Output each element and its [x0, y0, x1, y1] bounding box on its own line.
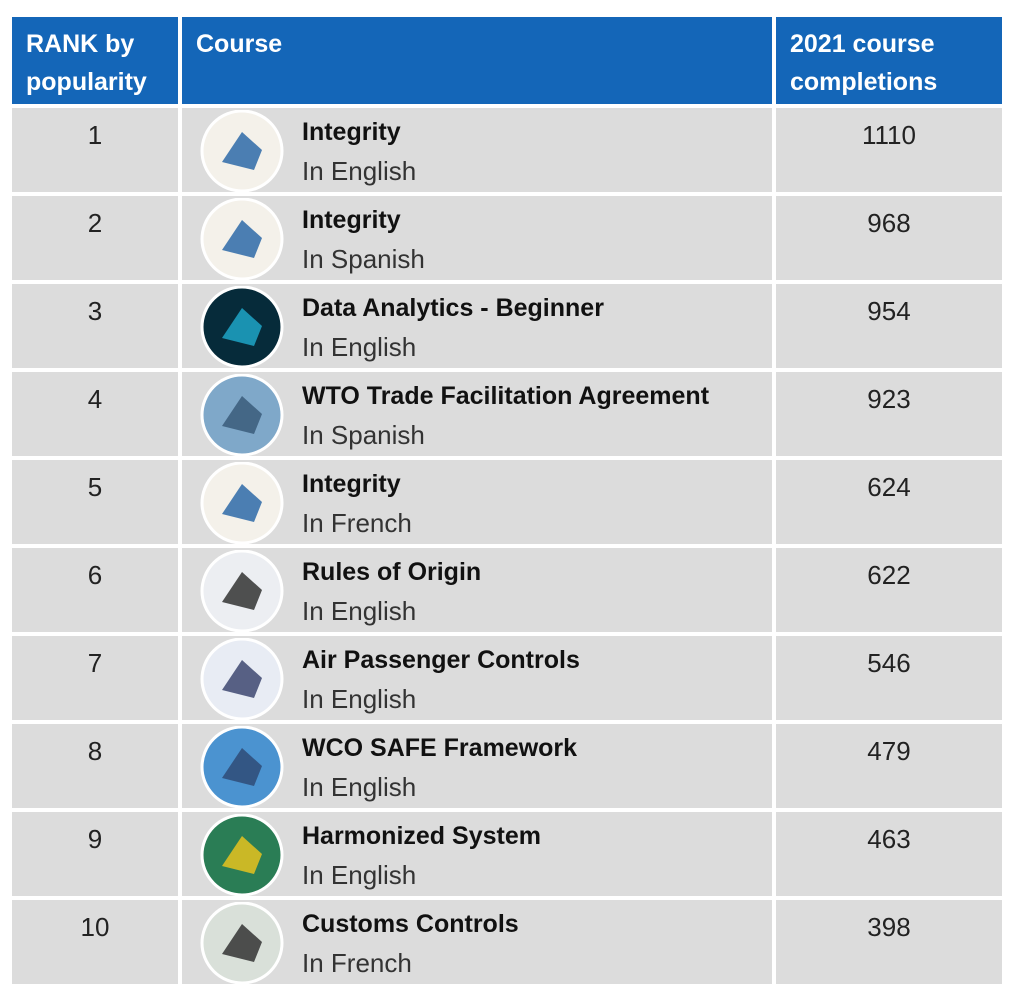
course-language: In French: [302, 948, 412, 978]
icon-shape: [222, 396, 262, 434]
completions-cell: 398: [776, 900, 1002, 984]
course-icon: [200, 902, 284, 984]
course-cell: WCO SAFE Framework In English: [182, 724, 772, 808]
course-language: In French: [302, 508, 412, 538]
course-language: In English: [302, 772, 417, 802]
course-language: In English: [302, 684, 417, 714]
course-language: In Spanish: [302, 244, 425, 274]
icon-shape: [222, 220, 262, 258]
course-icon: [200, 550, 284, 632]
rank-cell: 2: [12, 196, 178, 280]
course-cell: Integrity In Spanish: [182, 196, 772, 280]
course-cell: WTO Trade Facilitation Agreement In Spani…: [182, 372, 772, 456]
icon-shape: [222, 484, 262, 522]
rank-cell: 8: [12, 724, 178, 808]
header-cell: Course: [182, 17, 772, 104]
completions-cell: 463: [776, 812, 1002, 896]
course-language: In English: [302, 596, 417, 626]
completions-cell: 923: [776, 372, 1002, 456]
course-language: In English: [302, 860, 417, 890]
course-icon: [200, 638, 284, 720]
icon-shape: [222, 572, 262, 610]
rank-cell: 7: [12, 636, 178, 720]
rank-cell: 3: [12, 284, 178, 368]
course-icon: [200, 286, 284, 368]
completions-cell: 622: [776, 548, 1002, 632]
completions-cell: 954: [776, 284, 1002, 368]
icon-shape: [222, 836, 262, 874]
rank-cell: 5: [12, 460, 178, 544]
course-cell: Integrity In French: [182, 460, 772, 544]
course-title: WCO SAFE Framework: [302, 734, 578, 762]
header-cell: 2021 course completions: [776, 17, 1002, 104]
rank-cell: 9: [12, 812, 178, 896]
header-cell: RANK by popularity: [12, 17, 178, 104]
course-cell: Harmonized System In English: [182, 812, 772, 896]
course-language: In Spanish: [302, 420, 425, 450]
course-icon: [200, 814, 284, 896]
rank-cell: 10: [12, 900, 178, 984]
icon-shape: [222, 132, 262, 170]
course-title: Integrity: [302, 206, 401, 234]
icon-shape: [222, 924, 262, 962]
course-cell: Data Analytics - Beginner In English: [182, 284, 772, 368]
course-icon: [200, 374, 284, 456]
course-language: In English: [302, 156, 417, 186]
course-title: Data Analytics - Beginner: [302, 294, 604, 322]
course-icon: [200, 198, 284, 280]
course-icon: [200, 726, 284, 808]
course-cell: Air Passenger Controls In English: [182, 636, 772, 720]
course-cell: Rules of Origin In English: [182, 548, 772, 632]
course-cell: Customs Controls In French: [182, 900, 772, 984]
course-title: WTO Trade Facilitation Agreement: [302, 382, 710, 410]
course-icon: [200, 110, 284, 192]
completions-cell: 546: [776, 636, 1002, 720]
rank-cell: 1: [12, 108, 178, 192]
completions-cell: 479: [776, 724, 1002, 808]
course-title: Integrity: [302, 470, 401, 498]
course-language: In English: [302, 332, 417, 362]
course-title: Customs Controls: [302, 910, 519, 938]
icon-shape: [222, 660, 262, 698]
course-title: Air Passenger Controls: [302, 646, 580, 674]
rank-cell: 4: [12, 372, 178, 456]
completions-cell: 624: [776, 460, 1002, 544]
course-title: Harmonized System: [302, 822, 541, 850]
course-title: Rules of Origin: [302, 558, 482, 586]
course-title: Integrity: [302, 118, 401, 146]
icon-shape: [222, 308, 262, 346]
course-icon: [200, 462, 284, 544]
rank-cell: 6: [12, 548, 178, 632]
course-cell: Integrity In English: [182, 108, 772, 192]
icon-shape: [222, 748, 262, 786]
completions-cell: 968: [776, 196, 1002, 280]
completions-cell: 1110: [776, 108, 1002, 192]
